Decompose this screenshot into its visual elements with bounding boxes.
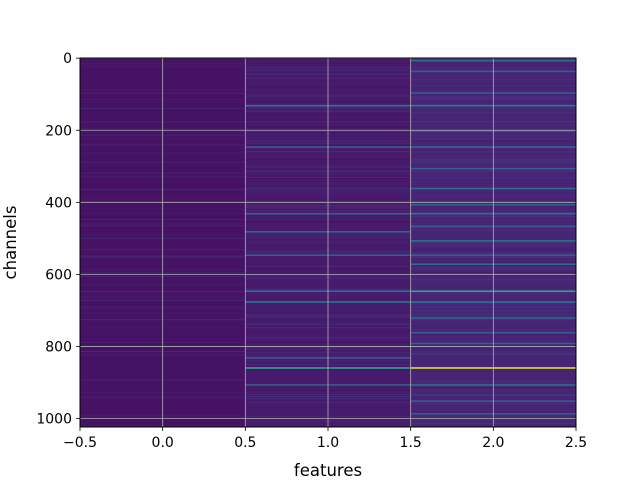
y-tick-label: 600	[45, 267, 72, 283]
x-tick-label: −0.5	[63, 435, 97, 451]
y-tick-label: 800	[45, 339, 72, 355]
grid	[79, 57, 577, 427]
y-tick-label: 400	[45, 195, 72, 211]
x-tick-label: 2.5	[565, 435, 587, 451]
y-axis-label: channels	[1, 206, 20, 280]
x-tick-label: 1.0	[317, 435, 339, 451]
y-tick-label: 200	[45, 123, 72, 139]
x-axis-ticks: −0.5 0.0 0.5 1.0 1.5 2.0 2.5	[63, 427, 587, 451]
x-tick-label: 2.0	[482, 435, 504, 451]
y-axis-ticks: 0 200 400 600 800 1000	[36, 51, 80, 428]
y-tick-label: 0	[63, 51, 72, 67]
x-tick-label: 1.5	[400, 435, 422, 451]
y-tick-label: 1000	[36, 412, 72, 428]
x-tick-label: 0.0	[152, 435, 174, 451]
x-tick-label: 0.5	[234, 435, 256, 451]
x-axis-label: features	[294, 461, 362, 480]
